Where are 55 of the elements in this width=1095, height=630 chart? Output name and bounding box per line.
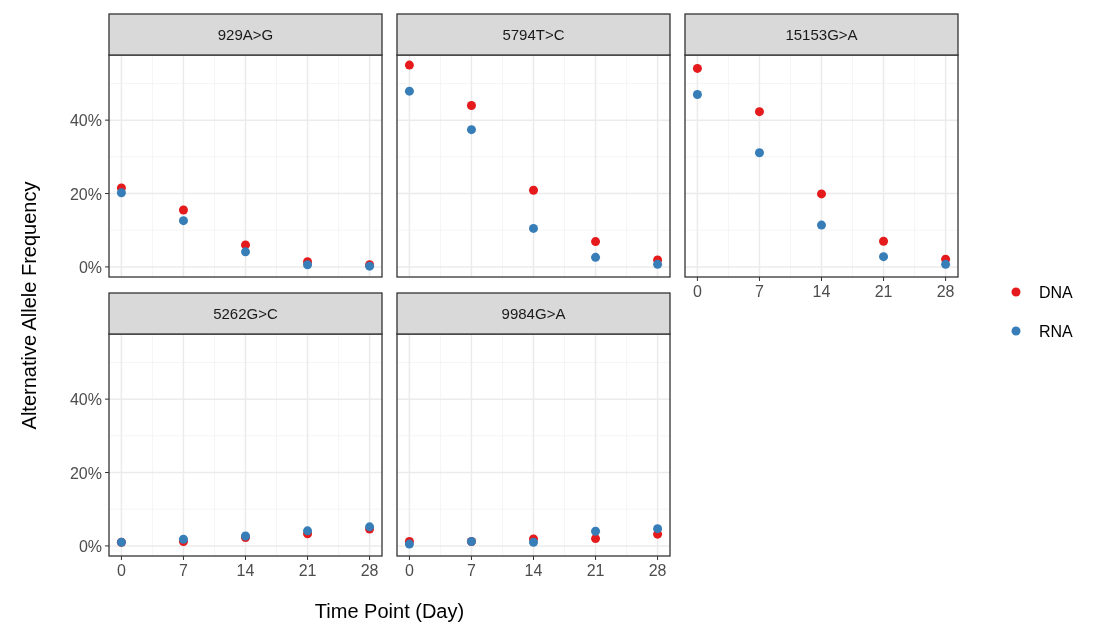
point [404,86,414,96]
x-tick-label: 21 [298,562,317,579]
point [817,189,826,199]
y-tick-label: 20% [69,185,102,203]
y-tick-label: 40% [69,112,102,130]
x-axis-title: Time Point (Day) [314,600,465,622]
chart-title: 5794T>C [502,25,565,43]
y-axis-title: Alternative Allele Frequency [18,181,40,430]
x-tick-label: 7 [467,562,476,579]
chart-title: 929A>G [217,25,274,43]
point [754,107,764,117]
x-tick-label: 14 [812,283,831,300]
point [178,205,188,215]
x-tick-label: 0 [116,562,126,579]
x-tick-label: 28 [648,562,667,579]
y-tick-label: 0% [78,258,102,276]
y-tick-label: 40% [69,391,102,409]
legend-label: RNA [1039,323,1074,340]
x-tick-label: 0 [692,283,702,300]
chart-title: 5262G>C [213,304,278,322]
point [178,216,188,226]
point [529,185,538,195]
legend-label: DNA [1039,284,1074,301]
x-tick-label: 14 [524,562,543,579]
x-tick-label: 14 [236,562,255,579]
y-tick-label: 20% [69,464,102,482]
point [754,148,764,158]
point [941,259,951,269]
point [817,220,826,230]
point [529,223,538,233]
point [591,252,601,262]
chart-title: 15153G>A [785,25,858,43]
x-tick-label: 28 [360,562,379,579]
x-tick-label: 21 [586,562,605,579]
point [653,524,663,534]
point [591,526,601,536]
point [653,259,663,269]
point [241,247,250,257]
point [591,237,601,247]
point [404,60,414,70]
point [692,63,702,73]
chart-title: 9984G>A [501,304,566,322]
y-tick-label: 0% [78,537,102,555]
x-tick-label: 21 [874,283,893,300]
x-tick-label: 7 [179,562,188,579]
point [466,100,476,110]
x-tick-label: 0 [404,562,414,579]
x-tick-label: 28 [936,283,955,300]
point [591,534,601,544]
point [466,125,476,135]
point [879,252,889,262]
x-tick-label: 7 [755,283,764,300]
point [692,89,702,99]
point [116,188,126,198]
point [879,236,889,246]
